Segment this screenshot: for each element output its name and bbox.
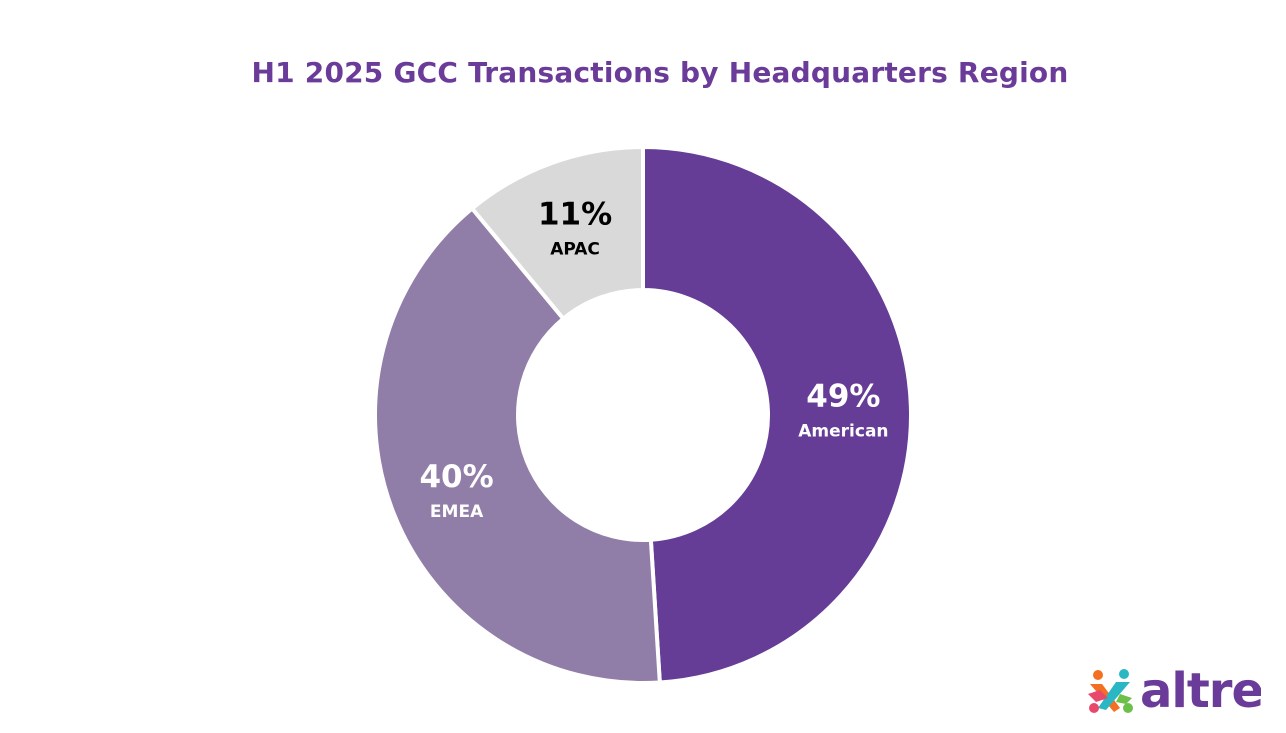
donut-slice-emea bbox=[373, 205, 662, 685]
slice-value-label: 49% bbox=[806, 379, 880, 415]
donut-slice-american bbox=[641, 144, 913, 685]
slice-category-label: American bbox=[798, 422, 888, 442]
people-cross-icon bbox=[1088, 669, 1133, 713]
logo-wordmark: altre bbox=[1140, 664, 1261, 719]
donut-slice-apac bbox=[469, 144, 645, 322]
slice-category-label: EMEA bbox=[430, 502, 484, 522]
altre-logo: altre bbox=[1088, 664, 1261, 719]
slice-category-label: APAC bbox=[550, 239, 600, 259]
slice-value-label: 40% bbox=[419, 459, 493, 495]
slice-value-label: 11% bbox=[538, 196, 612, 232]
chart-title: H1 2025 GCC Transactions by Headquarters… bbox=[251, 56, 1069, 89]
